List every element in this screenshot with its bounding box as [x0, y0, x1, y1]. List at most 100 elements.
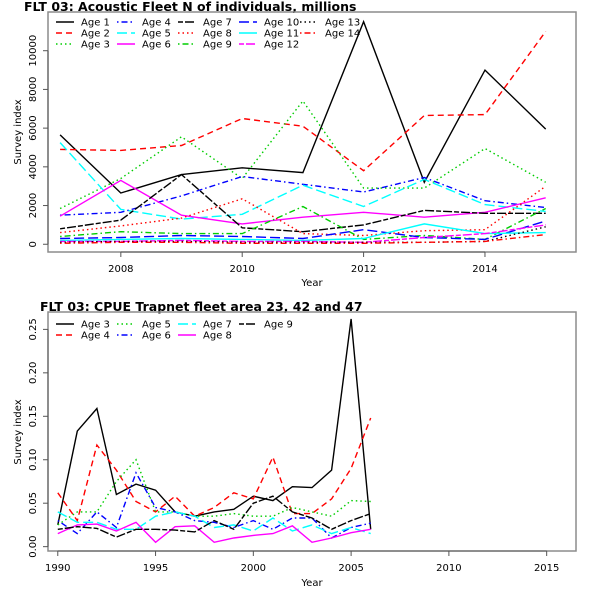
x-tick-label: 1990	[45, 563, 70, 574]
series-line-age-8	[60, 185, 547, 237]
x-axis-label: Year	[300, 578, 323, 589]
series-line-age-6	[59, 179, 546, 225]
y-tick-label: 0.25	[28, 318, 39, 340]
legend-label: Age 10	[264, 18, 299, 29]
series-line-age-8	[57, 521, 371, 544]
series-line-age-12	[60, 224, 546, 244]
legend-label: Age 5	[142, 29, 171, 40]
series-line-age-7	[57, 511, 371, 535]
legend-label: Age 5	[142, 320, 171, 331]
x-tick-label: 2008	[108, 264, 133, 275]
series-line-age-3	[57, 318, 372, 530]
legend-item: Age 7	[178, 320, 232, 331]
y-tick-label: 0.15	[28, 405, 39, 427]
y-axis-label: Survey index	[13, 99, 24, 164]
legend-label: Age 6	[142, 40, 171, 51]
x-tick-label: 2000	[241, 563, 266, 574]
legend-label: Age 7	[203, 320, 232, 331]
series-line-age-4	[57, 417, 372, 523]
legend-item: Age 8	[178, 29, 232, 40]
legend-label: Age 3	[81, 320, 110, 331]
series-line-age-11	[60, 223, 546, 242]
legend-item: Age 10	[239, 18, 299, 29]
legend-label: Age 9	[264, 320, 293, 331]
y-tick-label: 10000	[28, 35, 39, 67]
legend-item: Age 14	[300, 29, 360, 40]
legend-item: Age 9	[239, 320, 293, 331]
x-tick-label: 2010	[229, 264, 254, 275]
x-axis: 1990 1995 2000 2005 2010 2015	[45, 550, 559, 574]
x-axis: 2008 2010 2012 2014	[108, 251, 498, 275]
legend-item: Age 2	[56, 29, 110, 40]
acoustic-fleet-panel: FLT 03: Acoustic Fleet N of individuals,…	[13, 0, 577, 289]
series-line-age-9	[57, 495, 371, 538]
y-axis: 0.00 0.05 0.10 0.15 0.20 0.25	[28, 318, 49, 558]
series-layer	[57, 318, 372, 544]
legend-item: Age 9	[178, 40, 232, 51]
y-tick-label: 8000	[28, 77, 39, 102]
legend-item: Age 5	[117, 29, 171, 40]
y-axis: 0 2000 4000 6000 8000 10000	[28, 35, 49, 247]
legend-label: Age 3	[81, 40, 110, 51]
legend-item: Age 3	[56, 320, 110, 331]
y-tick-label: 6000	[28, 115, 39, 140]
x-tick-label: 1995	[143, 563, 168, 574]
legend-item: Age 1	[56, 18, 110, 29]
series-line-age-3	[59, 99, 547, 210]
legend-item: Age 6	[117, 40, 171, 51]
x-tick-label: 2014	[472, 264, 497, 275]
series-line-age-9	[60, 205, 547, 241]
legend-label: Age 4	[81, 331, 110, 342]
series-line-age-7	[60, 173, 546, 233]
legend-label: Age 7	[203, 18, 232, 29]
y-tick-label: 0.00	[28, 536, 39, 558]
legend-label: Age 12	[264, 40, 299, 51]
x-tick-label: 2005	[338, 563, 363, 574]
legend-label: Age 13	[325, 18, 360, 29]
x-tick-label: 2015	[534, 563, 559, 574]
legend-item: Age 6	[117, 331, 171, 342]
y-tick-label: 0.20	[28, 362, 39, 384]
x-tick-label: 2012	[351, 264, 376, 275]
legend-label: Age 4	[142, 18, 171, 29]
legend-label: Age 6	[142, 331, 171, 342]
legend-label: Age 8	[203, 29, 232, 40]
legend-label: Age 14	[325, 29, 360, 40]
series-line-age-10	[60, 220, 546, 241]
legend-item: Age 13	[300, 18, 360, 29]
legend-item: Age 5	[117, 320, 171, 331]
series-layer	[59, 19, 547, 245]
legend-label: Age 1	[81, 18, 110, 29]
y-tick-label: 0.10	[28, 449, 39, 471]
plot-frame	[47, 311, 577, 552]
x-tick-label: 2010	[436, 563, 461, 574]
legend-item: Age 12	[239, 40, 299, 51]
series-line-age-2	[60, 30, 547, 172]
legend-item: Age 8	[178, 331, 232, 342]
x-axis-label: Year	[300, 278, 323, 289]
chart-title: FLT 03: Acoustic Fleet N of individuals,…	[24, 0, 356, 14]
legend-item: Age 4	[56, 331, 110, 342]
legend-label: Age 11	[264, 29, 299, 40]
y-tick-label: 2000	[28, 193, 39, 218]
legend-label: Age 8	[203, 331, 232, 342]
series-line-age-4	[60, 175, 546, 216]
y-tick-label: 0	[28, 241, 39, 247]
y-tick-label: 4000	[28, 154, 39, 179]
y-tick-label: 0.05	[28, 492, 39, 514]
legend-item: Age 4	[117, 18, 171, 29]
legend-label: Age 9	[203, 40, 232, 51]
cpue-trapnet-panel: FLT 03: CPUE Trapnet fleet area 23, 42 a…	[13, 299, 577, 589]
series-line-age-5	[59, 142, 546, 220]
legend-item: Age 11	[239, 29, 299, 40]
chart-title: FLT 03: CPUE Trapnet fleet area 23, 42 a…	[40, 299, 363, 314]
legend-item: Age 7	[178, 18, 232, 29]
series-line-age-6	[57, 471, 371, 539]
series-line-age-1	[59, 19, 547, 194]
legend-item: Age 3	[56, 40, 110, 51]
series-line-age-5	[57, 458, 371, 526]
y-axis-label: Survey index	[13, 399, 24, 464]
